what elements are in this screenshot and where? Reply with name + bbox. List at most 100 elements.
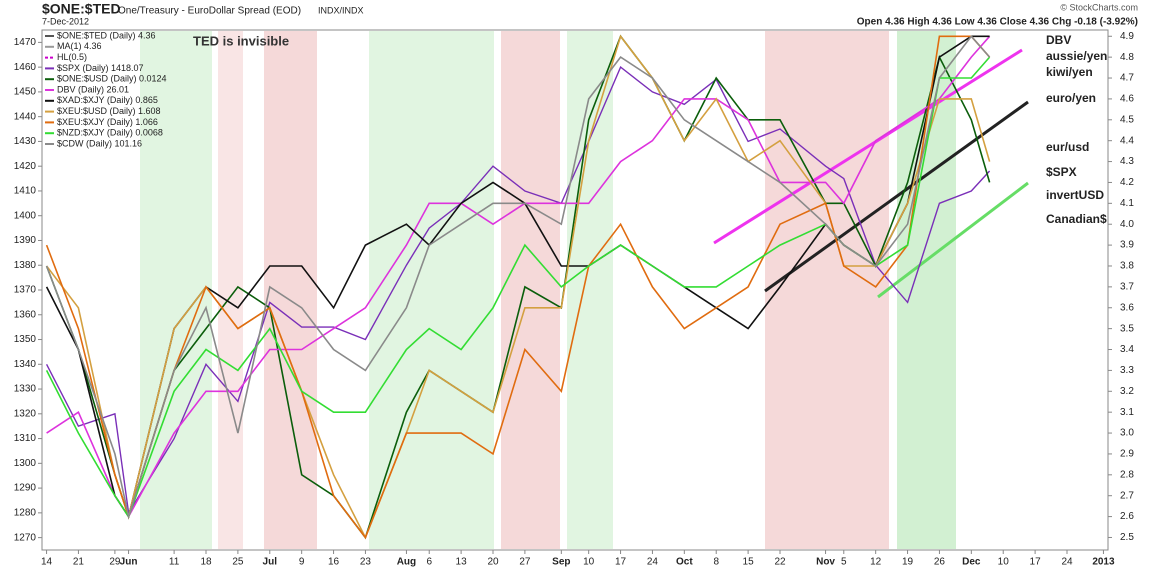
y2-tick-label: 4.8 xyxy=(1120,52,1134,63)
y-tick-label: 1360 xyxy=(14,309,37,320)
green-band xyxy=(567,31,613,549)
symbol: $ONE:$TED xyxy=(42,1,121,17)
y-tick-label: 1350 xyxy=(14,334,37,345)
trend-line xyxy=(713,48,1023,245)
y2-tick-label: 3.5 xyxy=(1120,323,1134,334)
x-tick-label: 16 xyxy=(328,557,340,568)
y-tick-label: 1340 xyxy=(14,359,37,370)
y2-tick-label: 3.7 xyxy=(1120,282,1134,293)
annotation: DBV xyxy=(1046,33,1071,47)
y2-tick-label: 3.8 xyxy=(1120,261,1134,272)
x-tick-label: Oct xyxy=(676,557,693,568)
y2-tick-label: 4.3 xyxy=(1120,156,1134,167)
y2-tick-label: 4.0 xyxy=(1120,219,1134,230)
y-tick-label: 1380 xyxy=(14,260,37,271)
annotation: kiwi/yen xyxy=(1046,65,1093,79)
legend-label: $XEU:$USD (Daily) 1.608 xyxy=(57,106,161,116)
note: TED is invisible xyxy=(193,33,289,48)
x-tick-label: 19 xyxy=(902,557,914,568)
trend-lines xyxy=(713,48,1029,299)
y-tick-label: 1280 xyxy=(14,507,37,518)
x-tick-label: 15 xyxy=(743,557,755,568)
y2-tick-label: 4.6 xyxy=(1120,94,1134,105)
x-tick-label: 13 xyxy=(456,557,468,568)
legend-label: $NZD:$XJY (Daily) 0.0068 xyxy=(57,128,163,138)
y2-tick-label: 3.6 xyxy=(1120,302,1134,313)
legend-label: $XEU:$XJY (Daily) 1.066 xyxy=(57,117,158,127)
annotation: eur/usd xyxy=(1046,140,1089,154)
x-tick-label: Sep xyxy=(552,557,570,568)
green-band xyxy=(140,31,212,549)
series-line xyxy=(45,65,991,515)
y2-tick-label: 3.1 xyxy=(1120,407,1134,418)
red-band xyxy=(218,31,243,549)
x-tick-label: Aug xyxy=(397,557,416,568)
y2-tick-label: 4.7 xyxy=(1120,73,1134,84)
x-tick-label: Jul xyxy=(263,557,278,568)
annotation: invertUSD xyxy=(1046,188,1104,202)
legend-label: DBV (Daily) 26.01 xyxy=(57,84,129,94)
y2-tick-label: 4.5 xyxy=(1120,114,1134,125)
y2-tick-label: 2.9 xyxy=(1120,449,1134,460)
annotation: euro/yen xyxy=(1046,91,1096,105)
y-tick-label: 1450 xyxy=(14,87,37,98)
y-tick-label: 1430 xyxy=(14,136,37,147)
trend-line xyxy=(764,100,1029,293)
x-tick-label: 24 xyxy=(647,557,659,568)
y-tick-label: 1300 xyxy=(14,458,37,469)
x-tick-label: 14 xyxy=(41,557,53,568)
legend-label: $XAD:$XJY (Daily) 0.865 xyxy=(57,95,158,105)
y2-tick-label: 4.1 xyxy=(1120,198,1134,209)
y-tick-label: 1330 xyxy=(14,384,37,395)
y2-tick-label: 3.2 xyxy=(1120,386,1134,397)
x-tick-label: 6 xyxy=(426,557,432,568)
x-tick-label: 10 xyxy=(583,557,595,568)
y2-tick-label: 2.8 xyxy=(1120,469,1134,480)
x-tick-label: Dec xyxy=(962,557,981,568)
annotation: Canadian$ xyxy=(1046,212,1107,226)
legend-label: HL(0.5) xyxy=(57,52,87,62)
x-tick-label: 5 xyxy=(841,557,847,568)
y2-tick-label: 4.2 xyxy=(1120,177,1134,188)
y-tick-label: 1290 xyxy=(14,483,37,494)
x-tick-label: 18 xyxy=(200,557,212,568)
y2-tick-label: 2.5 xyxy=(1120,532,1134,543)
y2-tick-label: 4.9 xyxy=(1120,31,1134,42)
y-tick-label: 1470 xyxy=(14,37,37,48)
trend-line xyxy=(877,181,1029,299)
subtitle: One/Treasury - EuroDollar Spread (EOD) xyxy=(118,6,301,17)
y-tick-label: 1270 xyxy=(14,532,37,543)
exchange: INDX/INDX xyxy=(318,5,364,15)
x-tick-label: 26 xyxy=(934,557,946,568)
y-tick-label: 1460 xyxy=(14,62,37,73)
x-tick-label: 24 xyxy=(1061,557,1073,568)
x-tick-label: 2013 xyxy=(1092,557,1115,568)
x-tick-label: 11 xyxy=(169,557,180,568)
x-tick-label: 9 xyxy=(299,557,305,568)
y2-tick-label: 3.9 xyxy=(1120,240,1134,251)
y2-tick-label: 3.3 xyxy=(1120,365,1134,376)
legend-label: MA(1) 4.36 xyxy=(57,41,102,51)
legend-label: $ONE:$TED (Daily) 4.36 xyxy=(57,30,156,40)
x-tick-label: 25 xyxy=(232,557,244,568)
y-tick-label: 1370 xyxy=(14,285,37,296)
x-tick-label: 23 xyxy=(360,557,372,568)
x-tick-label: 21 xyxy=(73,557,85,568)
y2-tick-label: 4.4 xyxy=(1120,135,1134,146)
red-band xyxy=(264,31,317,549)
x-tick-label: 20 xyxy=(487,557,499,568)
x-tick-label: 17 xyxy=(1030,557,1042,568)
y2-tick-label: 2.6 xyxy=(1120,511,1134,522)
x-tick-label: Jun xyxy=(120,557,138,568)
y2-tick-label: 3.4 xyxy=(1120,344,1134,355)
y2-tick-label: 3.0 xyxy=(1120,428,1134,439)
legend-label: $CDW (Daily) 101.16 xyxy=(57,138,142,148)
credit: © StockCharts.com xyxy=(1060,2,1138,12)
y-tick-label: 1420 xyxy=(14,161,37,172)
y-tick-label: 1390 xyxy=(14,235,37,246)
y-tick-label: 1320 xyxy=(14,408,37,419)
series-line xyxy=(45,35,991,540)
quote: Open 4.36 High 4.36 Low 4.36 Close 4.36 … xyxy=(857,17,1138,28)
y-tick-label: 1440 xyxy=(14,111,37,122)
